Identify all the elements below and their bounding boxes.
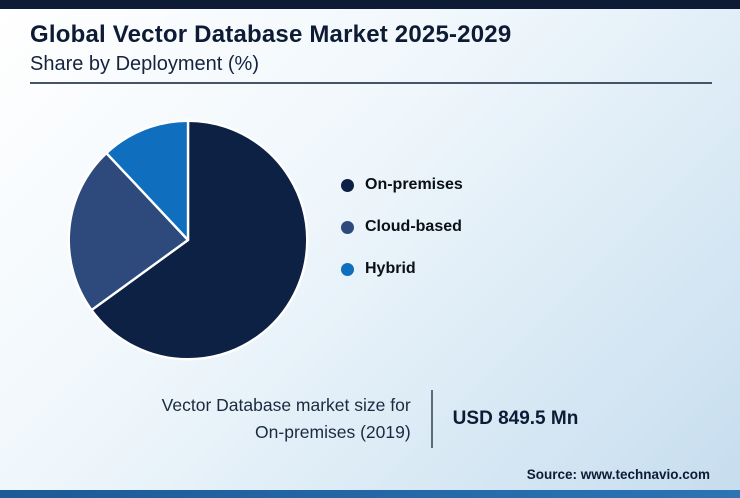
legend-item-on-premises: On-premises	[341, 176, 463, 194]
market-size-callout: Vector Database market size for On-premi…	[0, 390, 740, 448]
market-size-caption: Vector Database market size for On-premi…	[162, 392, 411, 446]
source-credit: Source: www.technavio.com	[526, 467, 710, 482]
page-subtitle: Share by Deployment (%)	[30, 53, 259, 75]
pie-slice-hybrid	[105, 119, 190, 242]
pie-slice-cloud-based	[67, 151, 190, 312]
bottom-bar	[0, 490, 740, 498]
top-bar	[0, 0, 740, 9]
legend-label-hybrid: Hybrid	[365, 260, 416, 277]
callout-divider	[430, 390, 433, 448]
legend-dot-cloud-based	[341, 220, 354, 234]
legend-label-on-premises: On-premises	[365, 176, 463, 193]
legend-item-cloud-based: Cloud-based	[341, 218, 463, 236]
market-size-caption-line1: Vector Database market size for	[161, 394, 411, 415]
legend-dot-hybrid	[341, 262, 354, 276]
market-size-value: USD 849.5 Mn	[452, 408, 579, 429]
pie-chart-container	[64, 116, 312, 364]
header: Global Vector Database Market 2025-2029 …	[30, 21, 712, 76]
market-size-caption-line2: On-premises (2019)	[255, 422, 411, 442]
legend: On-premises Cloud-based Hybrid	[341, 176, 463, 302]
pie-chart	[67, 119, 309, 361]
legend-item-hybrid: Hybrid	[341, 260, 463, 278]
legend-dot-on-premises	[341, 178, 354, 192]
legend-label-cloud-based: Cloud-based	[365, 218, 462, 235]
header-divider	[30, 82, 712, 84]
page-title: Global Vector Database Market 2025-2029	[30, 21, 512, 48]
pie-slice-on-premises	[90, 119, 309, 361]
